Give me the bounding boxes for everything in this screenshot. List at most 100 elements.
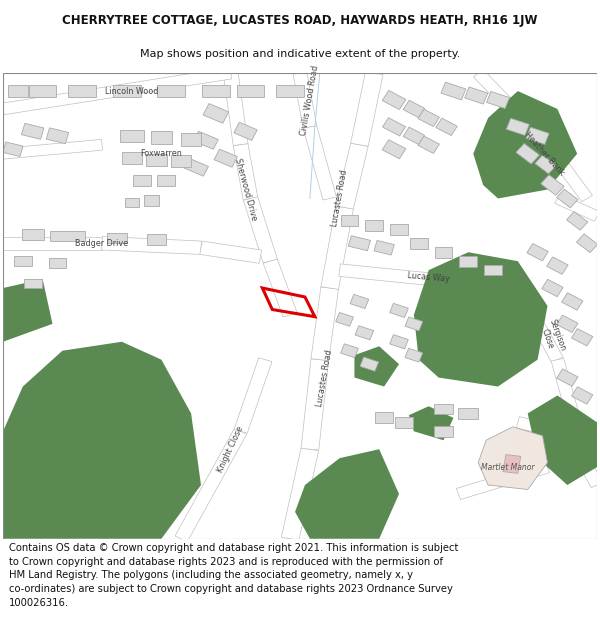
Bar [557,315,578,332]
Bar [375,412,393,423]
Bar [458,408,478,419]
Polygon shape [555,194,599,221]
Bar [146,234,166,245]
Polygon shape [516,417,599,446]
Bar [22,123,44,139]
Bar [405,317,422,331]
Bar [341,216,358,226]
Bar [541,175,564,195]
Polygon shape [473,69,553,149]
Bar [434,404,454,414]
Polygon shape [478,427,548,489]
Bar [202,85,230,98]
Text: Knight Close: Knight Close [216,424,245,474]
Text: Sherwood Drive: Sherwood Drive [233,158,258,222]
Text: CHERRYTREE COTTAGE, LUCASTES ROAD, HAYWARDS HEATH, RH16 1JW: CHERRYTREE COTTAGE, LUCASTES ROAD, HAYWA… [62,14,538,27]
Text: Lincoln Wood: Lincoln Wood [105,86,158,96]
Polygon shape [263,259,297,317]
Polygon shape [428,273,518,294]
Bar [374,241,394,255]
Bar [336,312,353,326]
Bar [236,85,265,98]
Text: Badger Drive: Badger Drive [76,239,128,248]
Bar [382,140,406,159]
Bar [577,234,598,253]
Bar [506,118,529,136]
Bar [151,131,172,144]
Bar [133,175,151,186]
Bar [184,158,208,176]
Bar [535,155,556,174]
Polygon shape [512,286,563,362]
Polygon shape [295,449,399,539]
Bar [571,329,593,346]
Polygon shape [2,139,103,159]
Bar [527,244,548,261]
Bar [418,109,439,127]
Bar [49,258,67,268]
Bar [120,129,143,142]
Polygon shape [3,279,53,342]
Polygon shape [233,144,258,199]
Polygon shape [223,72,248,146]
Bar [562,292,583,310]
Bar [484,265,502,276]
Bar [365,220,383,231]
Polygon shape [293,72,317,128]
Bar [157,85,185,98]
Bar [276,85,304,98]
Text: Contains OS data © Crown copyright and database right 2021. This information is : Contains OS data © Crown copyright and d… [9,543,458,608]
Polygon shape [175,429,247,541]
Bar [143,195,160,206]
Bar [350,294,369,309]
Bar [107,232,127,243]
Bar [389,303,409,318]
Bar [441,82,466,100]
Bar [348,236,371,251]
Bar [181,133,201,146]
Polygon shape [542,141,592,202]
Polygon shape [311,287,338,361]
Polygon shape [301,359,329,450]
Bar [395,417,413,428]
Bar [382,91,406,109]
Bar [526,127,549,144]
Bar [157,175,175,186]
Polygon shape [336,143,368,209]
Polygon shape [473,91,577,199]
Polygon shape [355,346,399,386]
Bar [566,212,588,230]
Text: Martlet Manor: Martlet Manor [481,462,535,472]
Polygon shape [321,206,353,289]
Text: Map shows position and indicative extent of the property.: Map shows position and indicative extent… [140,49,460,59]
Bar [418,136,439,154]
Bar [22,229,44,239]
Bar [125,199,139,208]
Polygon shape [350,72,383,146]
Bar [557,369,578,386]
Text: Lucastes Road: Lucastes Road [315,348,334,407]
Bar [3,142,23,156]
Bar [383,118,406,136]
Polygon shape [244,197,277,263]
Polygon shape [101,236,202,254]
Polygon shape [457,462,550,499]
Bar [172,154,191,167]
Bar [403,100,425,118]
Polygon shape [3,342,201,539]
Polygon shape [414,253,548,386]
Polygon shape [551,358,583,432]
Text: Lucas Way: Lucas Way [407,271,450,284]
Polygon shape [503,454,521,473]
Bar [557,189,578,208]
Bar [434,426,454,437]
Polygon shape [409,406,454,440]
Text: Heather Bank: Heather Bank [523,130,566,178]
Bar [113,85,140,98]
Bar [542,279,563,297]
Bar [390,224,408,235]
Bar [8,85,28,98]
Bar [405,348,422,362]
Polygon shape [528,396,597,485]
Bar [234,122,257,141]
